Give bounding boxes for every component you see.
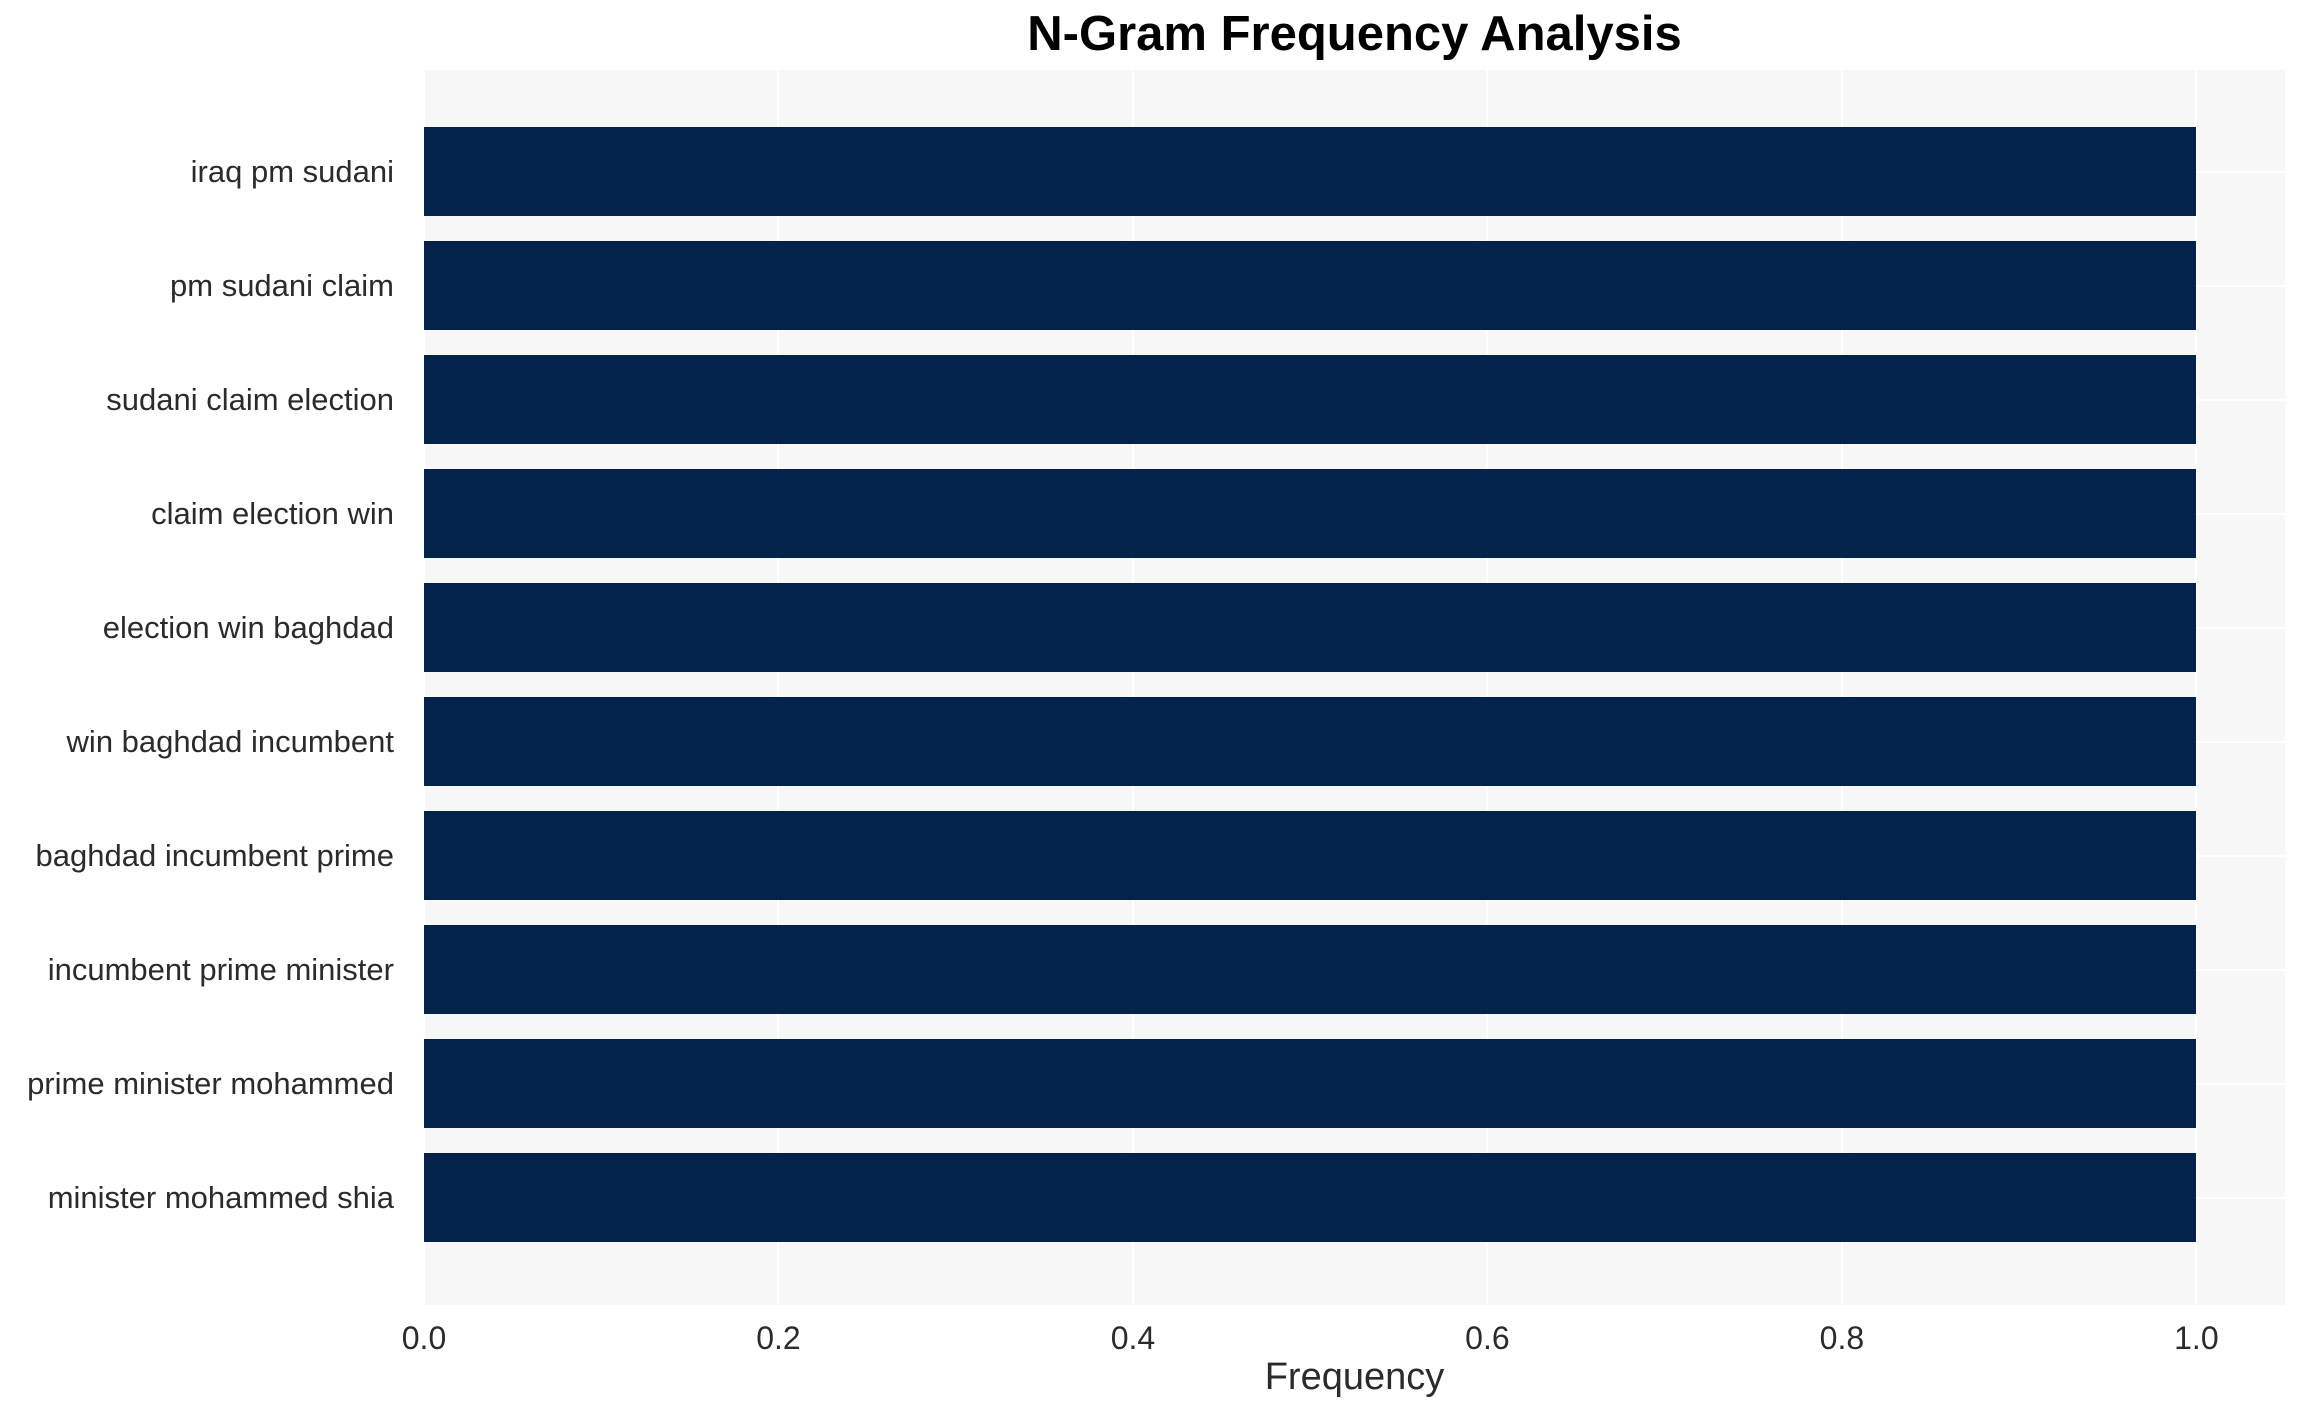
y-tick-label: incumbent prime minister xyxy=(47,951,394,987)
y-tick-label: minister mohammed shia xyxy=(47,1179,394,1215)
x-tick-label: 0.4 xyxy=(1110,1320,1156,1356)
x-tick-label: 0.0 xyxy=(401,1320,447,1356)
bar-election-win-baghdad xyxy=(424,583,2197,672)
y-tick-label: prime minister mohammed xyxy=(27,1065,394,1101)
y-tick-label: win baghdad incumbent xyxy=(66,723,394,759)
x-tick-label: 0.2 xyxy=(756,1320,801,1356)
chart-title: N-Gram Frequency Analysis xyxy=(1027,7,1682,61)
bar-prime-minister-mohammed xyxy=(424,1039,2197,1128)
gridline-vertical xyxy=(2195,70,2198,1305)
y-tick-label: claim election win xyxy=(151,495,394,531)
x-tick-label: 0.6 xyxy=(1465,1320,1510,1356)
y-tick-label: iraq pm sudani xyxy=(190,153,394,189)
gridline-vertical xyxy=(423,70,425,1305)
x-tick-label: 0.8 xyxy=(1819,1320,1865,1356)
bar-iraq-pm-sudani xyxy=(424,127,2197,216)
bar-incumbent-prime-minister xyxy=(424,925,2197,1014)
y-tick-label: baghdad incumbent prime xyxy=(35,837,394,873)
bar-win-baghdad-incumbent xyxy=(424,697,2197,786)
x-axis-label: Frequency xyxy=(1264,1356,1445,1398)
bar-claim-election-win xyxy=(424,469,2197,558)
bar-sudani-claim-election xyxy=(424,355,2197,444)
plot-area xyxy=(423,70,2285,1305)
gridline-vertical xyxy=(1486,70,1489,1305)
y-tick-label: sudani claim election xyxy=(106,381,394,417)
x-tick-label: 1.0 xyxy=(2174,1320,2219,1356)
bar-minister-mohammed-shia xyxy=(424,1153,2197,1242)
bar-pm-sudani-claim xyxy=(424,241,2197,330)
gridline-vertical xyxy=(777,70,780,1305)
gridline-vertical xyxy=(1131,70,1134,1305)
y-tick-label: election win baghdad xyxy=(102,609,394,645)
y-axis-tick-labels: iraq pm sudani pm sudani claim sudani clai… xyxy=(0,70,408,1305)
gridline-vertical xyxy=(1840,70,1843,1305)
y-tick-label: pm sudani claim xyxy=(170,267,394,303)
bar-baghdad-incumbent-prime xyxy=(424,811,2197,900)
